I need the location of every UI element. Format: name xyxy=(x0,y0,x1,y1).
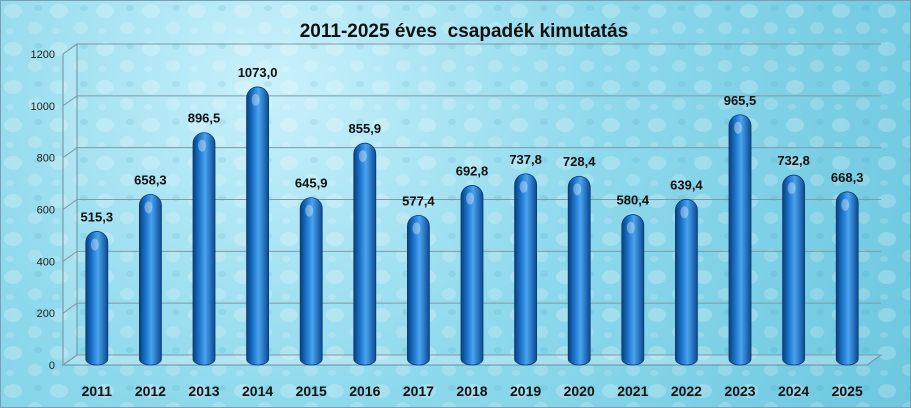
bar-highlight xyxy=(251,93,260,106)
bar-highlight xyxy=(305,204,314,217)
y-tick-label: 1000 xyxy=(31,101,55,113)
data-label: 668,3 xyxy=(831,170,864,185)
bar-highlight xyxy=(466,192,474,205)
bar-highlight xyxy=(358,150,367,163)
x-tick-label: 2018 xyxy=(456,383,487,399)
x-tick-label: 2022 xyxy=(671,383,702,399)
data-label: 577,4 xyxy=(402,193,435,208)
bar-highlight xyxy=(198,139,206,152)
y-tick-label: 800 xyxy=(37,153,55,165)
data-label: 515,3 xyxy=(81,209,114,224)
x-tick-label: 2011 xyxy=(82,383,113,399)
data-label: 580,4 xyxy=(617,193,650,208)
bar-highlight xyxy=(573,183,582,196)
bar-highlight xyxy=(412,222,421,235)
gridline xyxy=(62,43,881,55)
x-tick-label: 2013 xyxy=(188,383,219,399)
x-tick-label: 2025 xyxy=(832,383,863,399)
data-label: 645,9 xyxy=(295,176,328,191)
data-label: 692,8 xyxy=(456,163,489,178)
bar-highlight xyxy=(519,180,528,193)
bar xyxy=(460,185,484,366)
bar-highlight xyxy=(841,198,850,211)
bar-highlight xyxy=(787,182,796,195)
data-label: 896,5 xyxy=(188,111,221,126)
bar xyxy=(728,114,752,366)
bar xyxy=(299,197,323,366)
bar xyxy=(675,198,698,366)
chart-title: 2011-2025 éves csapadék kimutatás xyxy=(300,21,629,42)
x-tick-label: 2019 xyxy=(510,383,541,399)
bar xyxy=(407,215,430,366)
data-label: 732,8 xyxy=(777,153,810,168)
x-tick-label: 2015 xyxy=(296,383,327,399)
data-label: 728,4 xyxy=(563,154,596,169)
data-label: 855,9 xyxy=(349,121,382,136)
bar xyxy=(782,174,805,366)
gridline xyxy=(62,199,881,210)
x-tick-label: 2014 xyxy=(242,383,273,399)
bar xyxy=(246,86,269,366)
x-tick-label: 2016 xyxy=(349,383,380,399)
x-tick-label: 2021 xyxy=(617,383,648,399)
bar xyxy=(514,173,537,366)
gridline xyxy=(62,95,881,107)
y-tick-label: 1200 xyxy=(31,49,55,61)
y-tick-label: 200 xyxy=(37,308,55,320)
x-tick-label: 2023 xyxy=(724,383,755,399)
x-tick-label: 2024 xyxy=(778,383,809,399)
bar xyxy=(353,142,377,366)
gridline xyxy=(62,302,881,314)
gridline xyxy=(62,250,881,262)
data-label: 737,8 xyxy=(509,152,542,167)
bar-highlight xyxy=(734,121,742,134)
bar xyxy=(567,175,591,366)
x-tick-label: 2017 xyxy=(403,383,434,399)
gridline xyxy=(62,147,881,159)
bar xyxy=(835,191,859,366)
x-tick-label: 2012 xyxy=(135,383,166,399)
bar-highlight xyxy=(144,201,153,214)
bar-highlight xyxy=(90,238,99,251)
gridline xyxy=(62,354,881,366)
bar-highlight xyxy=(626,221,635,234)
bar-highlight xyxy=(680,206,689,219)
bar xyxy=(85,231,109,366)
y-tick-label: 0 xyxy=(49,360,55,372)
data-label: 965,5 xyxy=(724,93,757,108)
bar xyxy=(621,214,645,366)
x-tick-label: 2020 xyxy=(564,383,595,399)
bar xyxy=(139,194,162,366)
y-tick-label: 400 xyxy=(37,256,55,268)
data-label: 658,3 xyxy=(134,172,167,187)
plot-area: 0 200 400 600 800 1000 1200 515,3 2011 658,3 2012 8… xyxy=(31,43,883,399)
data-label: 639,4 xyxy=(670,177,703,192)
data-label: 1073,0 xyxy=(238,65,278,80)
bar xyxy=(192,132,216,366)
y-tick-label: 600 xyxy=(37,205,55,217)
